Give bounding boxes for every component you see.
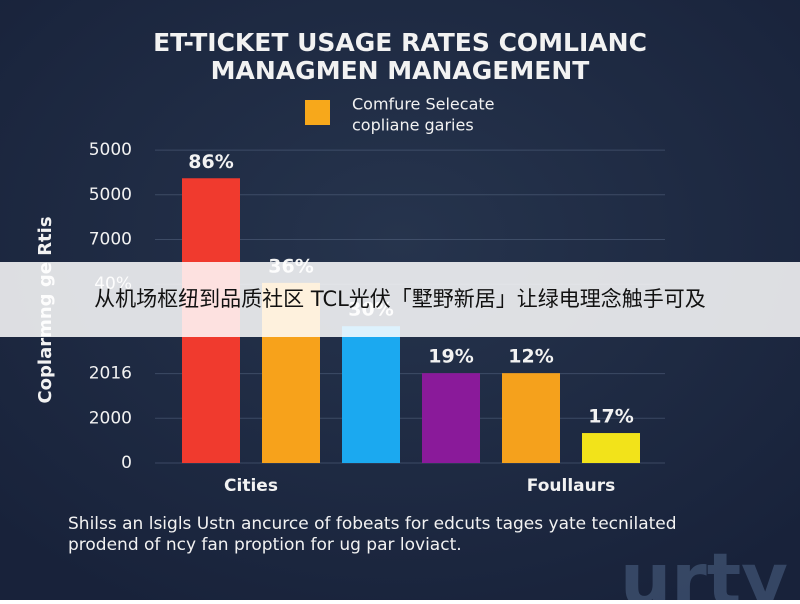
data-label: 12% xyxy=(508,346,553,368)
data-label: 19% xyxy=(428,346,473,368)
watermark: urty xyxy=(620,538,788,600)
x-tick-label: Foullaurs xyxy=(527,476,615,496)
x-tick-label: Cities xyxy=(224,476,278,496)
legend-swatch xyxy=(305,100,330,125)
banner-bg xyxy=(0,262,800,337)
bar xyxy=(422,373,480,463)
title-line: MANAGMEN MANAGEMENT xyxy=(211,56,590,85)
footnote: prodend of ncy fan proption for ug par l… xyxy=(68,535,462,555)
legend-text: copliane garies xyxy=(352,116,474,135)
y-tick-label: 5000 xyxy=(89,140,132,160)
bar xyxy=(502,373,560,463)
y-tick-label: 0 xyxy=(121,453,132,473)
banner-text: 从机场枢纽到品质社区 TCL光伏「墅野新居」让绿电理念触手可及 xyxy=(94,287,706,311)
footnote: Shilss an lsigls Ustn ancurce of fobeats… xyxy=(68,514,677,534)
y-tick-label: 2016 xyxy=(89,364,132,384)
bar xyxy=(582,433,640,463)
y-tick-label: 5000 xyxy=(89,185,132,205)
title-line: ET-TICKET USAGE RATES COMLIANC xyxy=(153,28,647,57)
y-tick-label: 7000 xyxy=(89,230,132,250)
bar xyxy=(342,326,400,463)
data-label: 86% xyxy=(188,151,233,173)
y-tick-label: 2000 xyxy=(89,408,132,428)
data-label: 17% xyxy=(588,406,633,428)
legend-text: Comfure Selecate xyxy=(352,95,494,114)
